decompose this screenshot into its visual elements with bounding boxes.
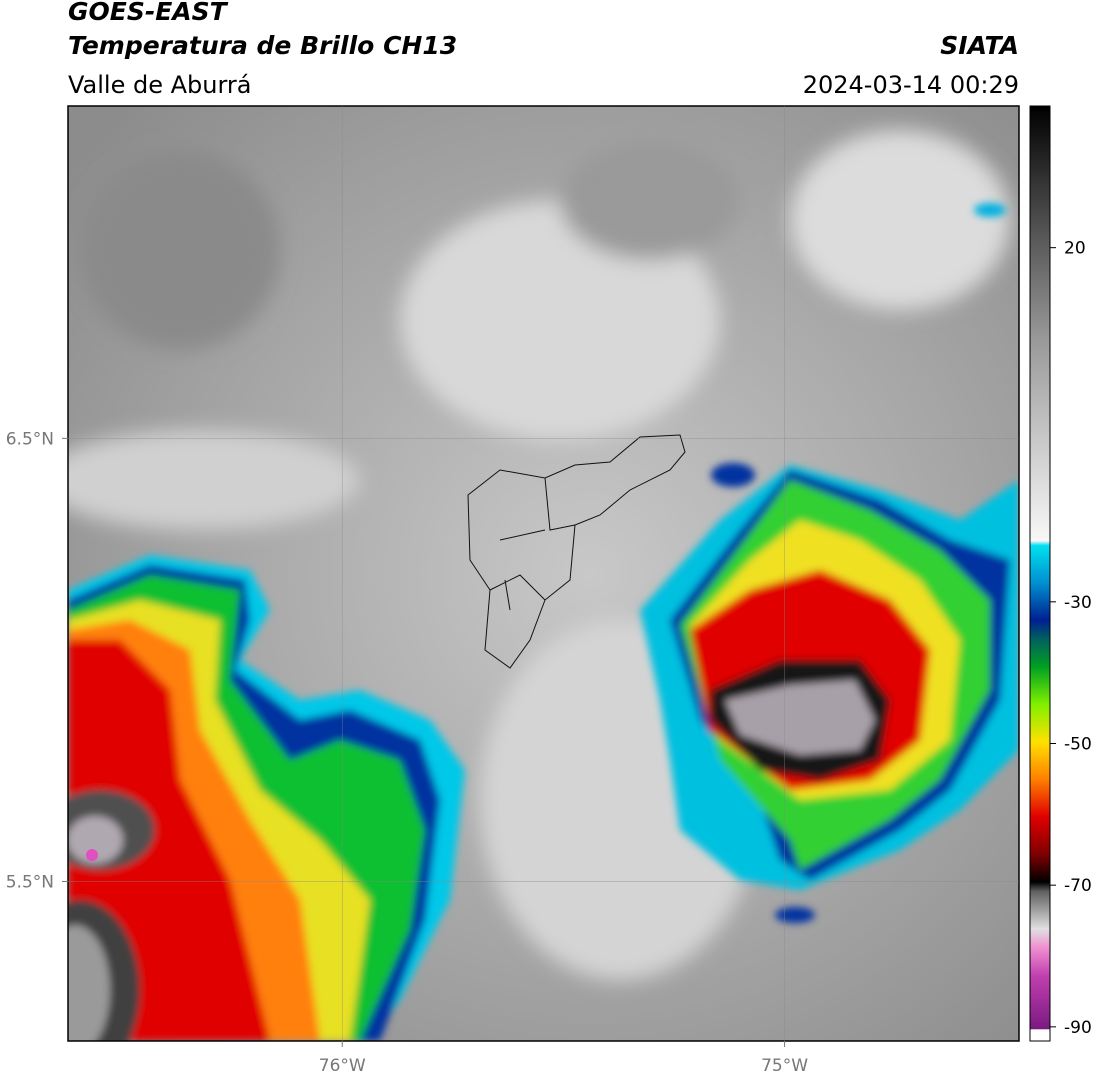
timestamp: 2024-03-14 00:29 bbox=[803, 71, 1019, 99]
subtitle: Temperatura de Brillo CH13 bbox=[68, 31, 457, 60]
colorbar-label: -90 bbox=[1064, 1018, 1092, 1038]
source: SIATA bbox=[940, 31, 1019, 60]
colorbar bbox=[1029, 105, 1051, 1042]
map-frame bbox=[67, 105, 1020, 1042]
lon-label: 76°W bbox=[319, 1056, 366, 1076]
title: GOES-EAST bbox=[68, 0, 229, 26]
satellite-image bbox=[68, 106, 1019, 1041]
lat-label: 5.5°N bbox=[6, 872, 54, 892]
colorbar-label: -50 bbox=[1064, 735, 1092, 755]
region: Valle de Aburrá bbox=[68, 71, 252, 99]
lon-label: 75°W bbox=[761, 1056, 808, 1076]
colorbar-label: -30 bbox=[1064, 593, 1092, 613]
lat-label: 6.5°N bbox=[6, 429, 54, 449]
colorbar-label: -70 bbox=[1064, 876, 1092, 896]
colorbar-label: 20 bbox=[1064, 239, 1086, 259]
